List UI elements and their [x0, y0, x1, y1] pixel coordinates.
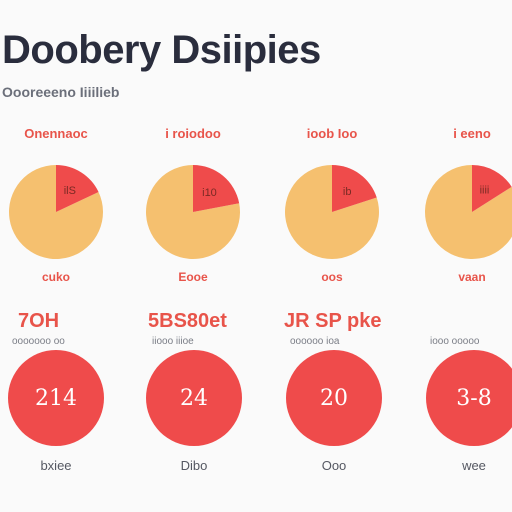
- stat-footer-2: Dibo: [180, 458, 208, 473]
- pie-title-2: i roiodoo: [165, 126, 221, 141]
- pie-1-slice-2: [56, 165, 99, 212]
- pie-chart-4: iiii: [425, 165, 512, 259]
- pie-title-1: Onennaoc: [24, 126, 88, 141]
- pie-title-4: i eeno: [453, 126, 491, 141]
- pie-footer-2: Eooe: [178, 270, 208, 284]
- stat-circle-2: 24: [146, 350, 242, 446]
- pie-2-slice-label: i10: [202, 187, 217, 199]
- stat-circle-3: 20: [286, 350, 382, 446]
- stat-title-1: 7OH: [18, 310, 60, 332]
- pie-chart-1: ilS: [8, 165, 103, 259]
- pie-1-slice-label: ilS: [64, 185, 76, 197]
- pie-footer-1: cuko: [41, 270, 70, 284]
- page-title: Doobery Dsiipies: [2, 28, 321, 72]
- pie-4-slice-label: iiii: [480, 184, 490, 196]
- pie-3-slice-2: [332, 165, 377, 212]
- stat-subtitle-4: iooo ooooo: [430, 336, 480, 347]
- stat-subtitle-2: iiooo iiioe: [152, 336, 194, 347]
- pie-1-slice-1: [8, 165, 103, 259]
- stat-circle-4: 3-8: [426, 350, 512, 446]
- stat-footer-3: Ooo: [321, 458, 347, 473]
- stat-circle-1: 214: [8, 350, 104, 446]
- stat-footer-4: wee: [462, 458, 486, 473]
- page-subtitle: Oooreeeno Iiiilieb: [2, 84, 120, 100]
- stat-subtitle-1: ooooooo oo: [12, 336, 65, 347]
- stat-footer-1: bxiee: [40, 458, 72, 473]
- pie-title-3: ioob Ioo: [306, 126, 358, 141]
- stat-subtitle-3: oooooo ioa: [290, 336, 340, 347]
- pie-footer-3: oos: [321, 270, 343, 284]
- stat-title-3: JR SP pke: [284, 310, 382, 332]
- stat-title-2: 5BS80et: [148, 310, 227, 332]
- pie-footer-4: vaan: [458, 270, 486, 284]
- pie-chart-2: i10: [146, 165, 240, 259]
- pie-2-slice-2: [193, 165, 240, 212]
- pie-4-slice-2: [472, 165, 512, 212]
- pie-chart-3: ib: [285, 165, 379, 259]
- pie-4-slice-1: [425, 165, 512, 259]
- pie-3-slice-label: ib: [343, 186, 352, 198]
